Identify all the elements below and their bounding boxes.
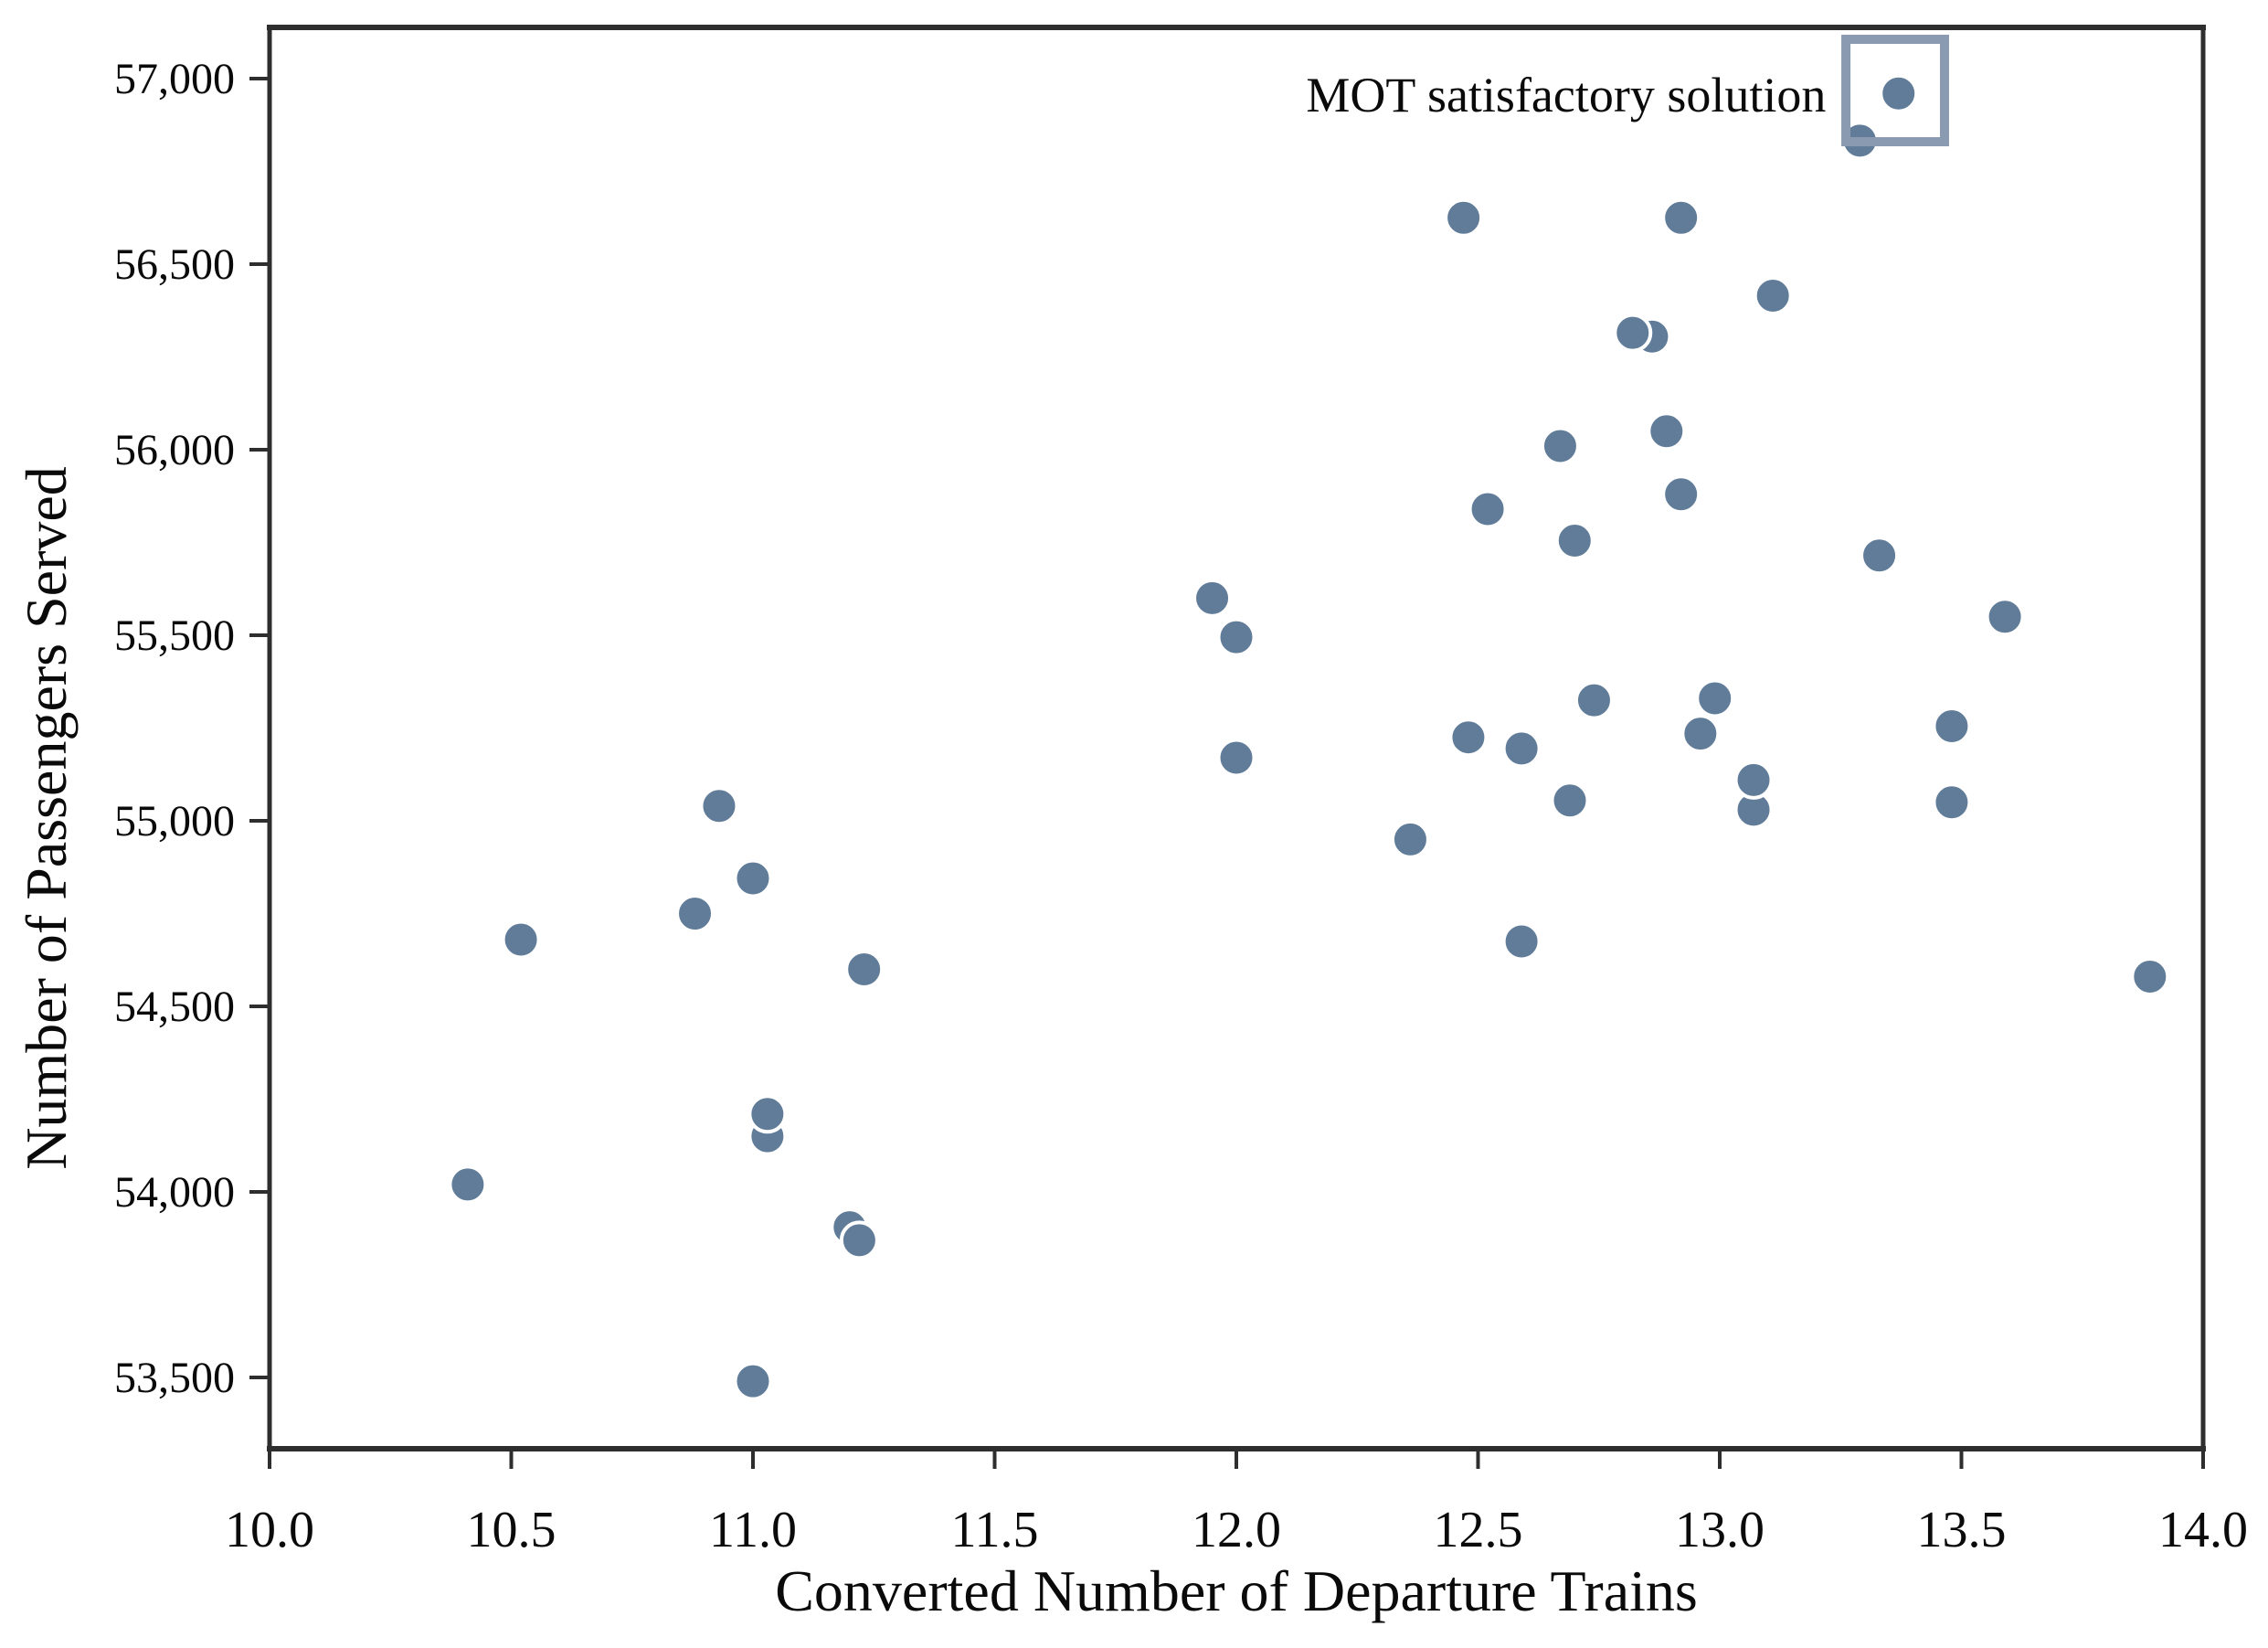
data-point bbox=[1501, 921, 1542, 962]
data-point bbox=[2130, 957, 2170, 997]
x-tick-label: 10.5 bbox=[467, 1502, 556, 1558]
data-point bbox=[1661, 197, 1701, 238]
data-point bbox=[675, 894, 715, 934]
data-point bbox=[1985, 597, 2025, 637]
y-tick-label: 56,000 bbox=[114, 426, 235, 474]
data-point bbox=[1695, 678, 1735, 718]
y-tick-label: 56,500 bbox=[114, 240, 235, 289]
y-tick-label: 53,500 bbox=[114, 1354, 235, 1402]
data-points bbox=[448, 73, 2170, 1401]
x-axis-ticks: 10.0 10.5 11.0 11.5 12.0 12.5 13.0 13.5 14.0 bbox=[225, 1449, 2248, 1558]
x-tick-label: 13.5 bbox=[1917, 1502, 2007, 1558]
x-tick-label: 11.0 bbox=[709, 1502, 797, 1558]
data-point bbox=[1444, 197, 1484, 238]
y-tick-label: 54,000 bbox=[114, 1168, 235, 1217]
data-point bbox=[747, 1094, 788, 1134]
data-point bbox=[733, 1361, 773, 1401]
data-point bbox=[1733, 760, 1774, 800]
y-tick-label: 57,000 bbox=[114, 55, 235, 103]
y-tick-label: 55,000 bbox=[114, 797, 235, 845]
mot-annotation-label: MOT satisfactory solution bbox=[1306, 68, 1826, 122]
mot-solution-highlight-box bbox=[1841, 34, 1949, 147]
data-point bbox=[839, 1220, 879, 1260]
data-point bbox=[844, 949, 885, 989]
x-tick-label: 14.0 bbox=[2158, 1502, 2248, 1558]
data-point bbox=[1647, 411, 1687, 452]
data-point bbox=[1390, 819, 1430, 859]
data-point bbox=[448, 1164, 488, 1205]
x-tick-label: 13.0 bbox=[1675, 1502, 1765, 1558]
y-axis-ticks: 53,500 54,000 54,500 55,000 55,500 56,000 56,5… bbox=[114, 55, 270, 1402]
data-point bbox=[1550, 781, 1590, 821]
data-point bbox=[1574, 680, 1614, 720]
x-tick-label: 12.5 bbox=[1434, 1502, 1523, 1558]
data-point bbox=[1540, 426, 1580, 466]
data-point bbox=[1680, 714, 1721, 754]
data-point bbox=[1501, 728, 1542, 769]
data-point bbox=[733, 858, 773, 898]
data-point bbox=[501, 920, 541, 960]
data-point bbox=[1753, 276, 1793, 316]
data-point bbox=[1216, 738, 1256, 778]
data-point bbox=[1932, 782, 1972, 823]
data-point bbox=[699, 786, 739, 826]
x-axis-title: Converted Number of Departure Trains bbox=[775, 1558, 1698, 1623]
y-tick-label: 54,500 bbox=[114, 983, 235, 1031]
data-point bbox=[1216, 617, 1256, 657]
data-point bbox=[1879, 73, 1919, 113]
plot-spines bbox=[267, 25, 2206, 1451]
data-point bbox=[1468, 489, 1508, 529]
data-point bbox=[1932, 707, 1972, 747]
x-tick-label: 10.0 bbox=[225, 1502, 314, 1558]
data-point bbox=[1860, 536, 1900, 576]
data-point bbox=[1448, 718, 1489, 758]
y-tick-label: 55,500 bbox=[114, 611, 235, 660]
data-point bbox=[1613, 313, 1653, 353]
x-tick-label: 12.0 bbox=[1192, 1502, 1281, 1558]
data-point bbox=[1554, 521, 1595, 561]
data-point bbox=[1192, 578, 1233, 618]
y-axis-title: Number of Passengers Served bbox=[14, 466, 79, 1170]
data-point bbox=[1661, 474, 1701, 515]
x-tick-label: 11.5 bbox=[951, 1502, 1039, 1558]
